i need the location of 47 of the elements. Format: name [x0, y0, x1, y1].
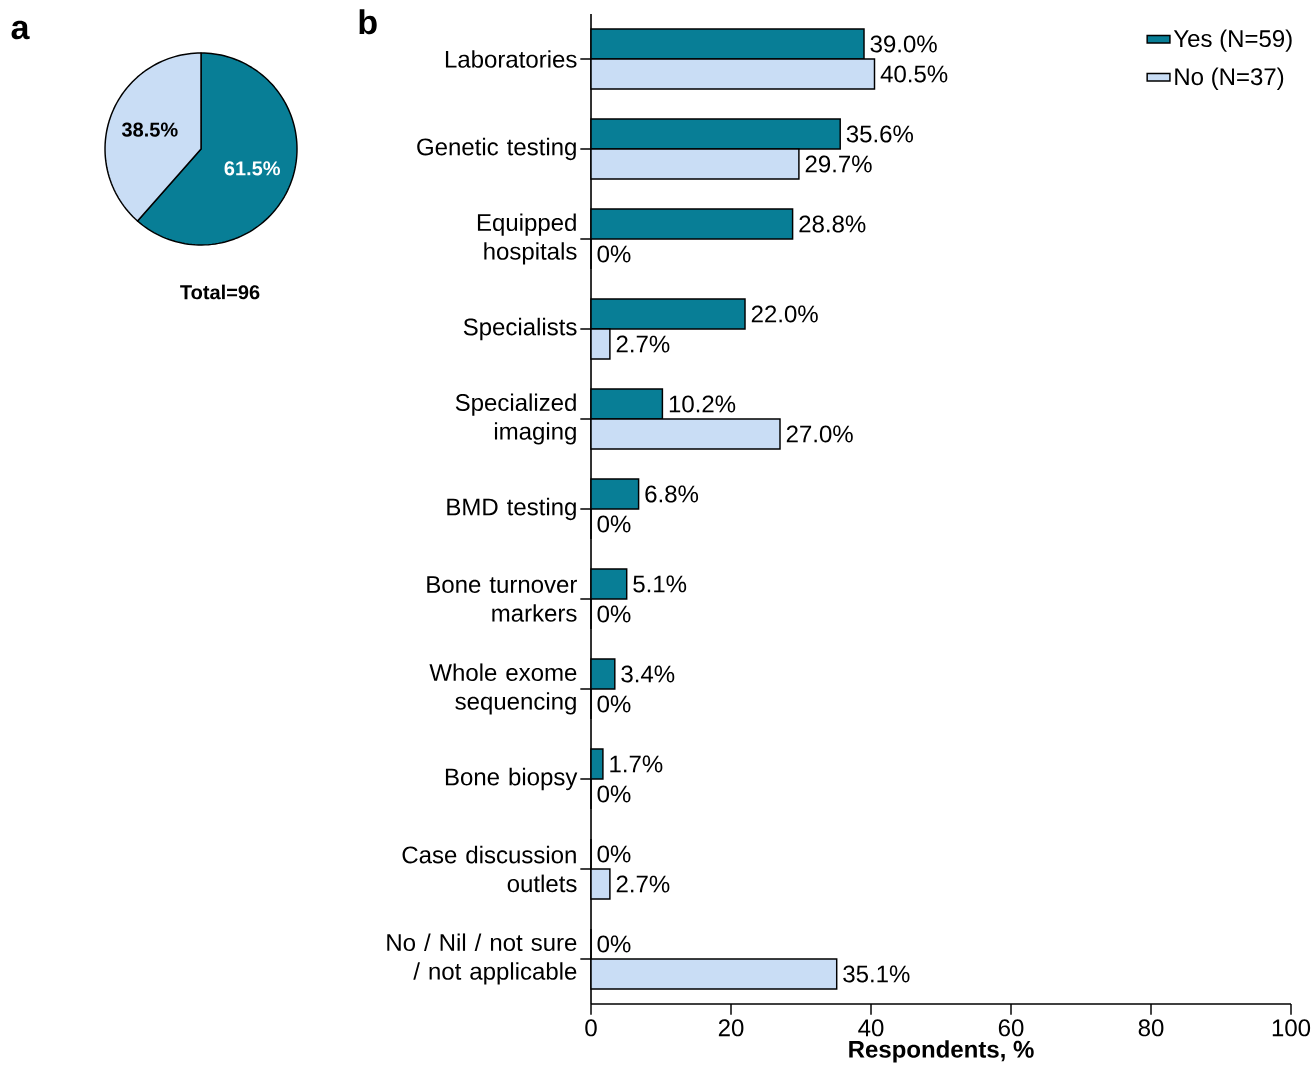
chart-title: a — [11, 20, 30, 40]
data-label: 5.1% — [633, 575, 687, 593]
data-label: 3.4% — [621, 665, 675, 683]
y-tick-label: Bone turnover markers — [427, 576, 577, 622]
data-label: 35.6% — [846, 125, 913, 143]
y-tick-label: Bone biopsy — [445, 767, 578, 791]
data-label: 29.7% — [805, 155, 872, 173]
y-tick-label: No / Nil / not sure / not applicable — [387, 933, 577, 985]
y-tick-label: Specialists — [463, 317, 577, 341]
y-tick-label: Equipped hospitals — [477, 213, 577, 265]
y-tick-label: Specialized imaging — [455, 393, 576, 445]
legend-label: No (N=37) — [1175, 67, 1284, 90]
x-tick-label: 100 — [1272, 1019, 1311, 1037]
data-label: 0% — [597, 785, 631, 803]
x-tick-label: 20 — [718, 1019, 744, 1037]
data-label: 0% — [597, 605, 631, 623]
data-label: 39.0% — [870, 35, 937, 53]
x-tick-label: 40 — [858, 1019, 884, 1037]
x-tick-label: 0 — [585, 1019, 597, 1037]
data-label: 2.7% — [616, 875, 670, 893]
data-label: 2.7% — [616, 335, 670, 353]
x-tick-label: 80 — [1138, 1019, 1164, 1037]
y-tick-label: Genetic testing — [417, 137, 576, 161]
data-label: 0% — [597, 845, 631, 863]
legend-label: Yes (N=59) — [1173, 29, 1292, 52]
data-label: 10.2% — [669, 395, 736, 413]
data-label: 38.5% — [121, 122, 178, 137]
text: Total=96 — [180, 284, 260, 300]
y-tick-label: Whole exome sequencing — [429, 663, 577, 715]
y-tick-label: BMD testing — [447, 497, 576, 521]
y-tick-label: Laboratories — [445, 50, 577, 68]
data-label: 40.5% — [880, 65, 948, 83]
data-label: 0% — [597, 695, 631, 713]
data-label: 35.1% — [843, 965, 910, 983]
data-label: 6.8% — [645, 485, 699, 503]
data-label: 0% — [597, 935, 631, 953]
y-tick-label: Case discussion outlets — [402, 845, 577, 893]
data-label: 0% — [597, 515, 631, 533]
data-label: 61.5% — [224, 161, 281, 176]
data-label: 1.7% — [610, 755, 663, 773]
x-tick-label: 60 — [998, 1019, 1024, 1037]
data-label: 27.0% — [786, 425, 853, 443]
x-axis-title: Respondents, % — [849, 1040, 1034, 1063]
data-label: 28.8% — [799, 215, 866, 233]
data-label: 22.0% — [751, 305, 818, 323]
chart-title: b — [359, 9, 377, 35]
data-label: 0% — [597, 245, 631, 263]
